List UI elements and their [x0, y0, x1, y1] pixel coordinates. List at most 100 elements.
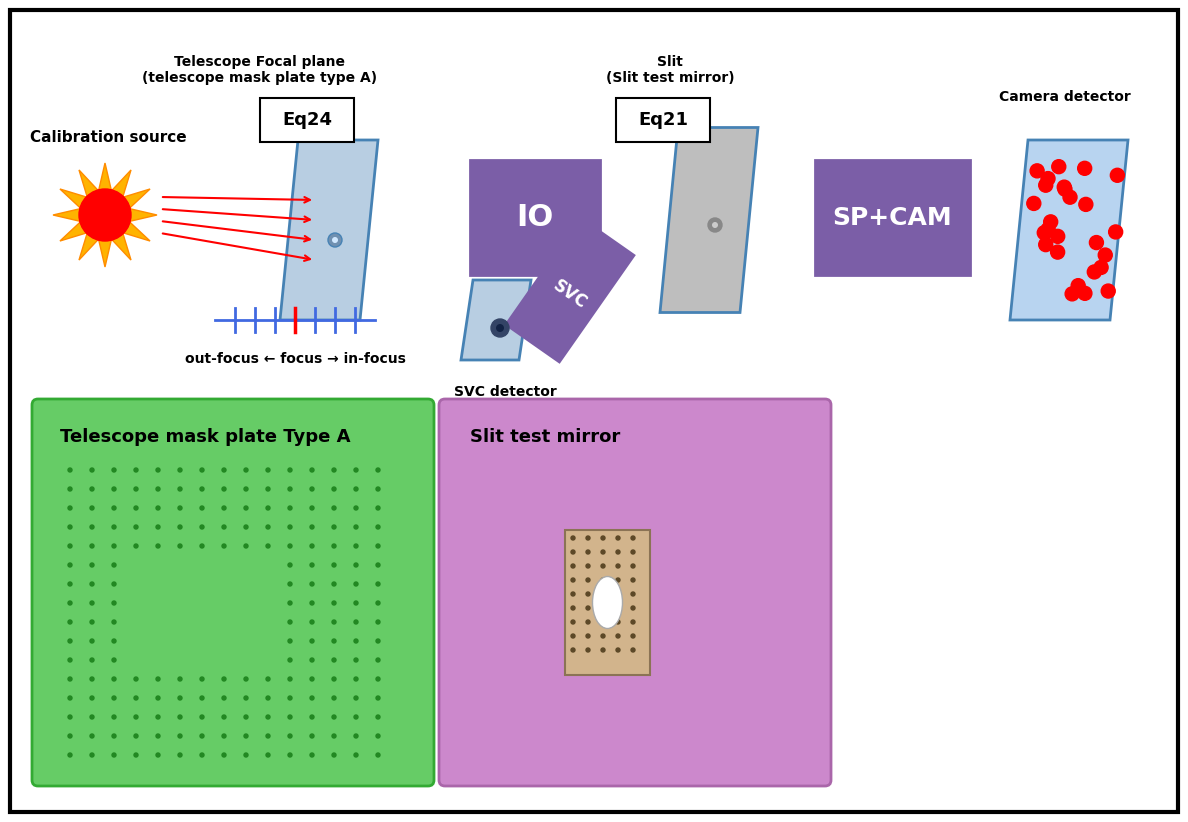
Circle shape	[586, 578, 590, 582]
Circle shape	[1059, 182, 1072, 196]
Circle shape	[571, 550, 575, 554]
Circle shape	[178, 468, 182, 472]
Circle shape	[331, 582, 336, 586]
Circle shape	[244, 753, 248, 757]
Circle shape	[631, 634, 636, 638]
Circle shape	[134, 715, 138, 719]
Circle shape	[90, 677, 94, 681]
Circle shape	[310, 468, 314, 472]
Circle shape	[90, 753, 94, 757]
Circle shape	[354, 601, 358, 605]
Circle shape	[287, 506, 292, 510]
Circle shape	[244, 506, 248, 510]
Circle shape	[1030, 164, 1044, 178]
Circle shape	[331, 468, 336, 472]
Circle shape	[244, 487, 248, 491]
Text: IO: IO	[517, 203, 554, 232]
Circle shape	[617, 634, 620, 638]
Circle shape	[331, 715, 336, 719]
Circle shape	[601, 592, 605, 596]
Circle shape	[586, 592, 590, 596]
Circle shape	[68, 601, 72, 605]
Circle shape	[1078, 161, 1092, 175]
Circle shape	[310, 563, 314, 567]
Circle shape	[112, 544, 116, 548]
Circle shape	[200, 715, 204, 719]
Circle shape	[266, 696, 270, 700]
Circle shape	[112, 582, 116, 586]
FancyBboxPatch shape	[565, 530, 650, 675]
Circle shape	[310, 715, 314, 719]
Circle shape	[375, 544, 380, 548]
Circle shape	[134, 734, 138, 738]
Circle shape	[310, 506, 314, 510]
Circle shape	[200, 506, 204, 510]
Circle shape	[1026, 196, 1041, 210]
FancyBboxPatch shape	[32, 399, 434, 786]
Circle shape	[178, 677, 182, 681]
Circle shape	[222, 487, 226, 491]
Circle shape	[708, 218, 722, 232]
Circle shape	[354, 734, 358, 738]
Circle shape	[134, 753, 138, 757]
Circle shape	[631, 648, 636, 652]
Circle shape	[1101, 284, 1116, 298]
Circle shape	[266, 506, 270, 510]
Circle shape	[1098, 248, 1112, 262]
FancyBboxPatch shape	[815, 160, 969, 275]
Circle shape	[90, 582, 94, 586]
Circle shape	[68, 468, 72, 472]
Circle shape	[375, 582, 380, 586]
Circle shape	[266, 677, 270, 681]
Text: Slit
(Slit test mirror): Slit (Slit test mirror)	[606, 55, 734, 85]
Circle shape	[617, 578, 620, 582]
Circle shape	[200, 734, 204, 738]
Text: Calibration source: Calibration source	[30, 130, 187, 145]
Circle shape	[310, 620, 314, 624]
Circle shape	[90, 487, 94, 491]
Circle shape	[134, 696, 138, 700]
Ellipse shape	[593, 576, 623, 629]
Circle shape	[287, 620, 292, 624]
Circle shape	[287, 715, 292, 719]
Circle shape	[112, 753, 116, 757]
Circle shape	[222, 677, 226, 681]
Circle shape	[112, 639, 116, 643]
Circle shape	[310, 658, 314, 662]
Circle shape	[112, 658, 116, 662]
Circle shape	[331, 677, 336, 681]
Circle shape	[112, 620, 116, 624]
Circle shape	[1038, 178, 1053, 192]
Circle shape	[571, 564, 575, 568]
Circle shape	[68, 544, 72, 548]
Circle shape	[68, 620, 72, 624]
Circle shape	[68, 487, 72, 491]
Circle shape	[244, 734, 248, 738]
Circle shape	[375, 715, 380, 719]
Text: SVC detector: SVC detector	[454, 385, 556, 399]
Circle shape	[90, 468, 94, 472]
Circle shape	[601, 550, 605, 554]
Circle shape	[1044, 215, 1057, 229]
Circle shape	[375, 696, 380, 700]
Circle shape	[617, 606, 620, 610]
Circle shape	[156, 753, 160, 757]
Circle shape	[156, 487, 160, 491]
Circle shape	[90, 563, 94, 567]
Circle shape	[90, 525, 94, 529]
Circle shape	[631, 578, 636, 582]
Circle shape	[617, 550, 620, 554]
Circle shape	[178, 753, 182, 757]
Circle shape	[354, 696, 358, 700]
Circle shape	[266, 487, 270, 491]
Circle shape	[375, 734, 380, 738]
Text: Telescope Focal plane
(telescope mask plate type A): Telescope Focal plane (telescope mask pl…	[143, 55, 378, 85]
Circle shape	[331, 525, 336, 529]
Circle shape	[571, 648, 575, 652]
Circle shape	[222, 506, 226, 510]
Circle shape	[90, 734, 94, 738]
Circle shape	[601, 564, 605, 568]
Circle shape	[331, 237, 339, 243]
Circle shape	[178, 506, 182, 510]
Circle shape	[1111, 169, 1124, 182]
